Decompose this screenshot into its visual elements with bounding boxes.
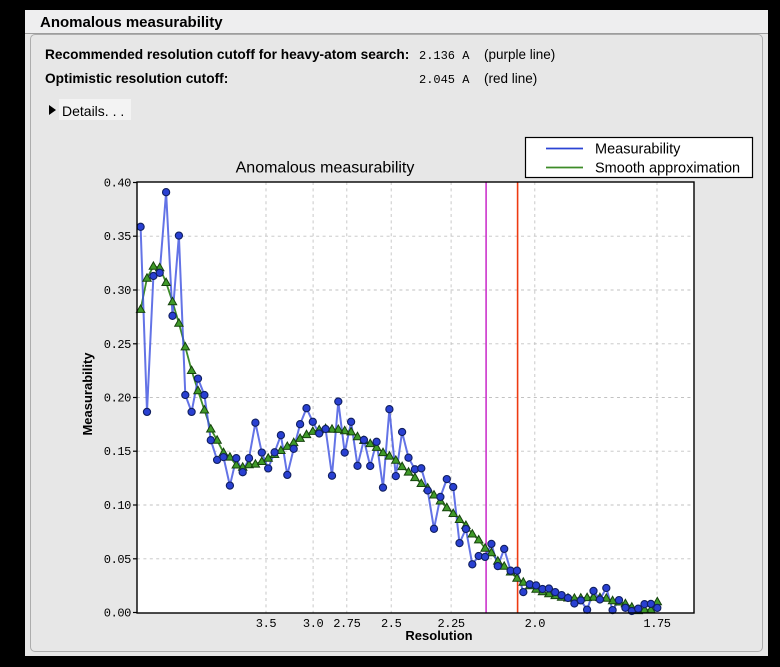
svg-text:Anomalous measurability: Anomalous measurability	[236, 160, 415, 177]
svg-text:1.75: 1.75	[643, 617, 670, 631]
svg-text:0.00: 0.00	[104, 607, 131, 621]
svg-text:0.10: 0.10	[104, 499, 131, 513]
svg-text:Smooth approximation: Smooth approximation	[595, 161, 740, 177]
svg-text:0.15: 0.15	[104, 445, 131, 459]
svg-text:0.25: 0.25	[104, 338, 131, 352]
svg-text:2.5: 2.5	[381, 617, 402, 631]
svg-text:0.40: 0.40	[104, 177, 131, 191]
svg-text:2.75: 2.75	[333, 617, 360, 631]
svg-text:3.0: 3.0	[303, 617, 324, 631]
svg-text:Measurability: Measurability	[595, 142, 681, 158]
svg-text:3.5: 3.5	[256, 617, 277, 631]
svg-text:0.20: 0.20	[104, 392, 131, 406]
svg-text:2.0: 2.0	[525, 617, 546, 631]
svg-text:Measurability: Measurability	[80, 352, 95, 436]
svg-text:0.30: 0.30	[104, 284, 131, 298]
svg-text:2.25: 2.25	[437, 617, 464, 631]
svg-text:0.35: 0.35	[104, 230, 131, 244]
svg-text:Resolution: Resolution	[405, 628, 472, 643]
svg-text:0.05: 0.05	[104, 553, 131, 567]
